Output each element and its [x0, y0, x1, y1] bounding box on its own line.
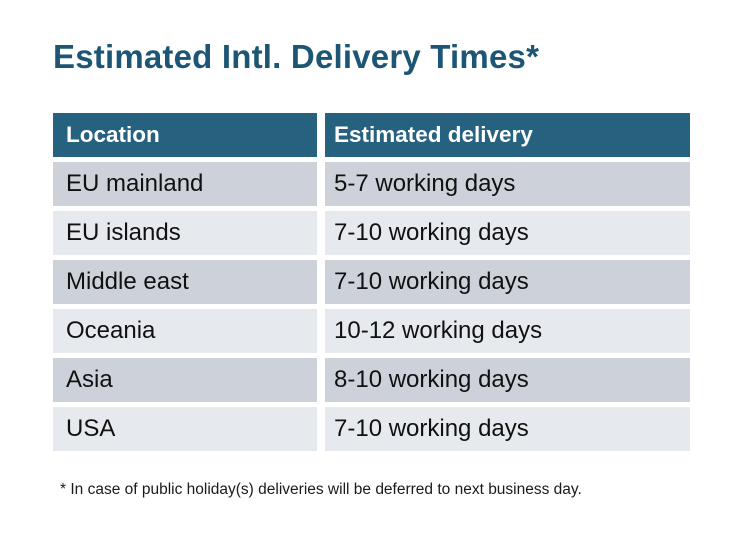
- table-cell-delivery: 7-10 working days: [325, 211, 690, 255]
- table-cell-delivery: 7-10 working days: [325, 260, 690, 304]
- delivery-times-table: Location Estimated delivery EU mainland …: [53, 113, 690, 451]
- column-header-estimated-delivery: Estimated delivery: [325, 113, 690, 157]
- footnote: * In case of public holiday(s) deliverie…: [60, 481, 582, 498]
- column-header-location: Location: [53, 113, 317, 157]
- page-title: Estimated Intl. Delivery Times*: [53, 38, 540, 75]
- table-cell-delivery: 10-12 working days: [325, 309, 690, 353]
- table-cell-location: EU mainland: [53, 162, 317, 206]
- table-cell-location: Middle east: [53, 260, 317, 304]
- table-cell-location: Oceania: [53, 309, 317, 353]
- table-cell-delivery: 7-10 working days: [325, 407, 690, 451]
- table-cell-location: EU islands: [53, 211, 317, 255]
- table-cell-delivery: 8-10 working days: [325, 358, 690, 402]
- table-cell-location: USA: [53, 407, 317, 451]
- table-cell-location: Asia: [53, 358, 317, 402]
- table-cell-delivery: 5-7 working days: [325, 162, 690, 206]
